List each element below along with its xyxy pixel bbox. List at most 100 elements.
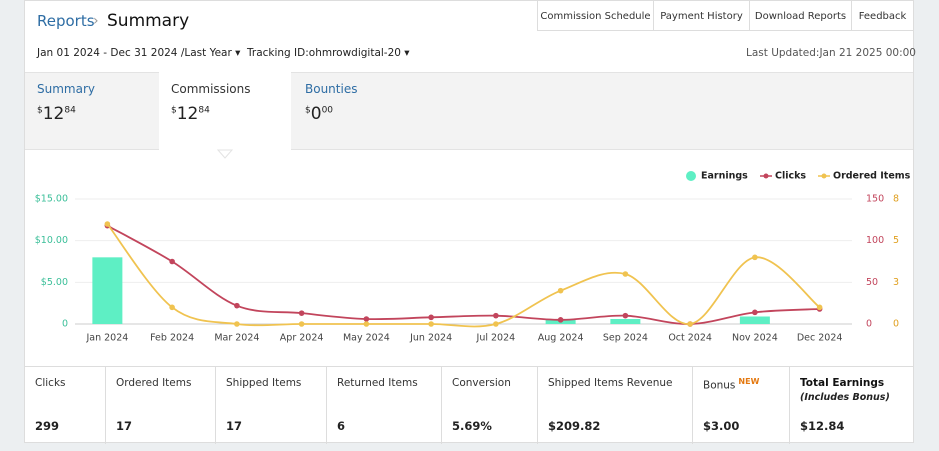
stat-label: Clicks <box>35 377 66 389</box>
stat-value: 17 <box>226 419 243 433</box>
y-tick-label: $15.00 <box>35 194 68 205</box>
tab-label: Summary <box>37 82 95 96</box>
bar <box>610 319 641 324</box>
point <box>169 258 175 265</box>
tracking-text: Tracking ID:ohmrowdigital-20 <box>247 47 401 59</box>
y-tick-label: $5.00 <box>41 277 68 288</box>
tab[interactable]: Summary $1284 <box>25 72 155 150</box>
legend-swatch <box>821 173 827 179</box>
whole: 0 <box>310 104 322 124</box>
stat-cell: Clicks 299 <box>25 367 106 444</box>
x-tick-label: Jul 2024 <box>476 333 516 344</box>
y-tick-label: $10.00 <box>35 235 68 246</box>
point <box>493 321 499 327</box>
point <box>493 312 499 319</box>
y2-tick-label: 0 <box>866 319 872 330</box>
separator: › <box>93 13 99 29</box>
stat-value: $3.00 <box>703 419 740 433</box>
point <box>234 321 240 327</box>
tab-label: Commissions <box>171 82 251 96</box>
point <box>104 221 111 227</box>
stat-label-text: Shipped Items Revenue <box>548 377 673 389</box>
currency: $ <box>171 105 177 116</box>
point <box>557 317 564 323</box>
point <box>428 321 434 327</box>
y-tick-label: 0 <box>62 319 68 330</box>
tracking-id[interactable]: Tracking ID:ohmrowdigital-20 ▾ <box>247 47 410 59</box>
point <box>298 310 305 316</box>
page-title: Summary <box>107 11 190 31</box>
point <box>169 304 175 311</box>
stat-value: 6 <box>337 419 346 433</box>
stat-cell: Conversion 5.69% <box>442 367 538 444</box>
y3-tick-label: 0 <box>893 319 899 330</box>
y3-tick-label: 8 <box>893 194 899 205</box>
tab-amount: $1284 <box>171 104 210 124</box>
stat-label-text: Clicks <box>35 377 66 389</box>
legend-swatch <box>763 173 769 179</box>
stat-cell: Total Earnings (Includes Bonus) $12.84 <box>790 367 913 444</box>
stats-row: Clicks 299 Ordered Items 17 Shipped Items 17 R… <box>25 366 913 444</box>
currency: $ <box>37 105 43 116</box>
stat-label: Conversion <box>452 377 511 389</box>
point <box>752 309 758 316</box>
stat-cell: Shipped Items Revenue $209.82 <box>538 367 693 444</box>
last-updated: Last Updated:Jan 21 2025 00:00 <box>746 47 916 59</box>
x-tick-label: Sep 2024 <box>603 333 648 344</box>
stat-label: Shipped Items <box>226 377 301 389</box>
point <box>752 254 758 261</box>
stat-label: Ordered Items <box>116 377 191 389</box>
legend-label: Earnings <box>701 171 748 182</box>
y2-tick-label: 100 <box>866 235 884 246</box>
point <box>234 302 240 309</box>
tab-amount: $000 <box>305 104 333 124</box>
stat-label-text: Bonus <box>703 379 736 392</box>
legend-label: Ordered Items <box>833 171 911 182</box>
tab[interactable]: Bounties $000 <box>293 72 423 150</box>
tab-active[interactable]: Commissions $1284 <box>159 72 291 150</box>
x-tick-label: Jun 2024 <box>409 333 452 344</box>
x-tick-label: Apr 2024 <box>280 333 324 344</box>
stat-note: (Includes Bonus) <box>800 392 890 403</box>
x-tick-label: Jan 2024 <box>85 333 128 344</box>
point <box>622 312 629 319</box>
stat-cell: Ordered Items 17 <box>106 367 216 444</box>
date-range-text: Jan 01 2024 - Dec 31 2024 /Last Year <box>37 47 232 59</box>
stat-label-text: Total Earnings <box>800 377 885 389</box>
y3-tick-label: 3 <box>893 277 899 288</box>
x-tick-label: Feb 2024 <box>150 333 194 344</box>
point <box>687 321 693 327</box>
x-tick-label: Oct 2024 <box>668 333 712 344</box>
breadcrumb[interactable]: Reports <box>37 12 95 30</box>
stat-label-text: Conversion <box>452 377 511 389</box>
whole: 12 <box>176 104 199 124</box>
x-tick-label: May 2024 <box>343 333 390 344</box>
x-tick-label: Nov 2024 <box>732 333 778 344</box>
date-range[interactable]: Jan 01 2024 - Dec 31 2024 /Last Year ▾ <box>37 47 241 59</box>
stat-label: Returned Items <box>337 377 418 389</box>
tab-pointer <box>216 149 234 159</box>
stat-cell: Bonus NEW $3.00 <box>693 367 790 444</box>
stat-label-text: Shipped Items <box>226 377 302 389</box>
whole: 12 <box>42 104 65 124</box>
point <box>363 321 370 327</box>
tab-label: Bounties <box>305 82 358 96</box>
stat-label: Total Earnings <box>800 377 884 389</box>
stat-cell: Returned Items 6 <box>327 367 442 444</box>
stat-value: 299 <box>35 419 60 433</box>
bar <box>739 316 770 324</box>
stat-value: $12.84 <box>800 419 845 433</box>
line <box>106 224 820 325</box>
stat-value: 5.69% <box>452 419 492 433</box>
x-tick-label: Aug 2024 <box>538 333 584 344</box>
legend-label: Clicks <box>775 171 806 182</box>
legend-swatch <box>686 171 696 181</box>
point <box>816 304 823 311</box>
stat-label-text: Ordered Items <box>116 377 192 389</box>
tab-amount: $1284 <box>37 104 76 124</box>
stat-cell: Shipped Items 17 <box>216 367 327 444</box>
header-link[interactable]: Feedback <box>851 0 914 31</box>
currency: $ <box>305 105 311 116</box>
x-tick-label: Mar 2024 <box>214 333 259 344</box>
